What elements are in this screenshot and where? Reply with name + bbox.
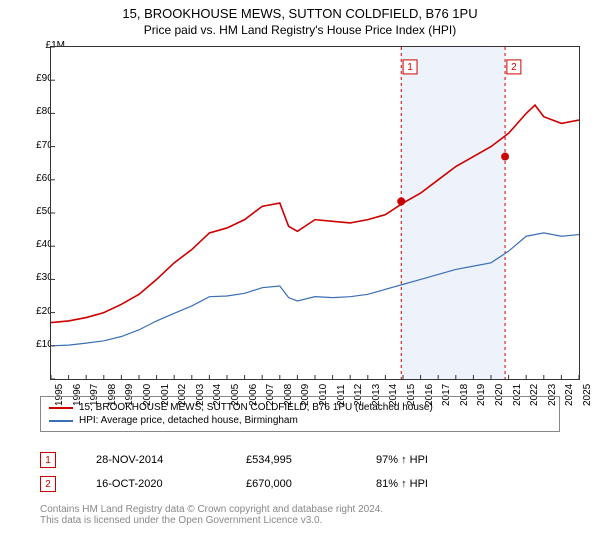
- x-tick-label: 2025: [582, 384, 593, 406]
- event-date: 28-NOV-2014: [96, 454, 206, 466]
- legend-box: 15, BROOKHOUSE MEWS, SUTTON COLDFIELD, B…: [40, 396, 560, 432]
- footer-line-2: This data is licensed under the Open Gov…: [40, 515, 560, 526]
- event-row: 1 28-NOV-2014 £534,995 97% ↑ HPI: [40, 448, 560, 472]
- event-pct: 97% ↑ HPI: [376, 454, 428, 466]
- event-pct: 81% ↑ HPI: [376, 478, 428, 490]
- legend: 15, BROOKHOUSE MEWS, SUTTON COLDFIELD, B…: [40, 396, 560, 432]
- event-price: £670,000: [246, 478, 336, 490]
- legend-swatch: [49, 420, 73, 422]
- page-subtitle: Price paid vs. HM Land Registry's House …: [0, 21, 600, 43]
- events-table: 1 28-NOV-2014 £534,995 97% ↑ HPI 2 16-OCT-202…: [40, 448, 560, 496]
- event-badge: 1: [40, 452, 56, 468]
- svg-text:2: 2: [511, 62, 517, 73]
- plot-svg: 12: [51, 47, 579, 379]
- event-price: £534,995: [246, 454, 336, 466]
- footer-line-1: Contains HM Land Registry data © Crown c…: [40, 504, 560, 515]
- footer: Contains HM Land Registry data © Crown c…: [40, 504, 560, 526]
- legend-item: HPI: Average price, detached house, Birm…: [49, 414, 551, 427]
- chart-page: 15, BROOKHOUSE MEWS, SUTTON COLDFIELD, B…: [0, 0, 600, 560]
- legend-label: HPI: Average price, detached house, Birm…: [79, 415, 298, 426]
- legend-item: 15, BROOKHOUSE MEWS, SUTTON COLDFIELD, B…: [49, 401, 551, 414]
- x-tick-label: 2024: [564, 384, 575, 406]
- legend-label: 15, BROOKHOUSE MEWS, SUTTON COLDFIELD, B…: [79, 402, 433, 413]
- event-row: 2 16-OCT-2020 £670,000 81% ↑ HPI: [40, 472, 560, 496]
- svg-text:1: 1: [407, 62, 413, 73]
- legend-swatch: [49, 407, 73, 409]
- event-badge: 2: [40, 476, 56, 492]
- price-chart: 12: [50, 46, 580, 380]
- event-date: 16-OCT-2020: [96, 478, 206, 490]
- page-title: 15, BROOKHOUSE MEWS, SUTTON COLDFIELD, B…: [0, 0, 600, 21]
